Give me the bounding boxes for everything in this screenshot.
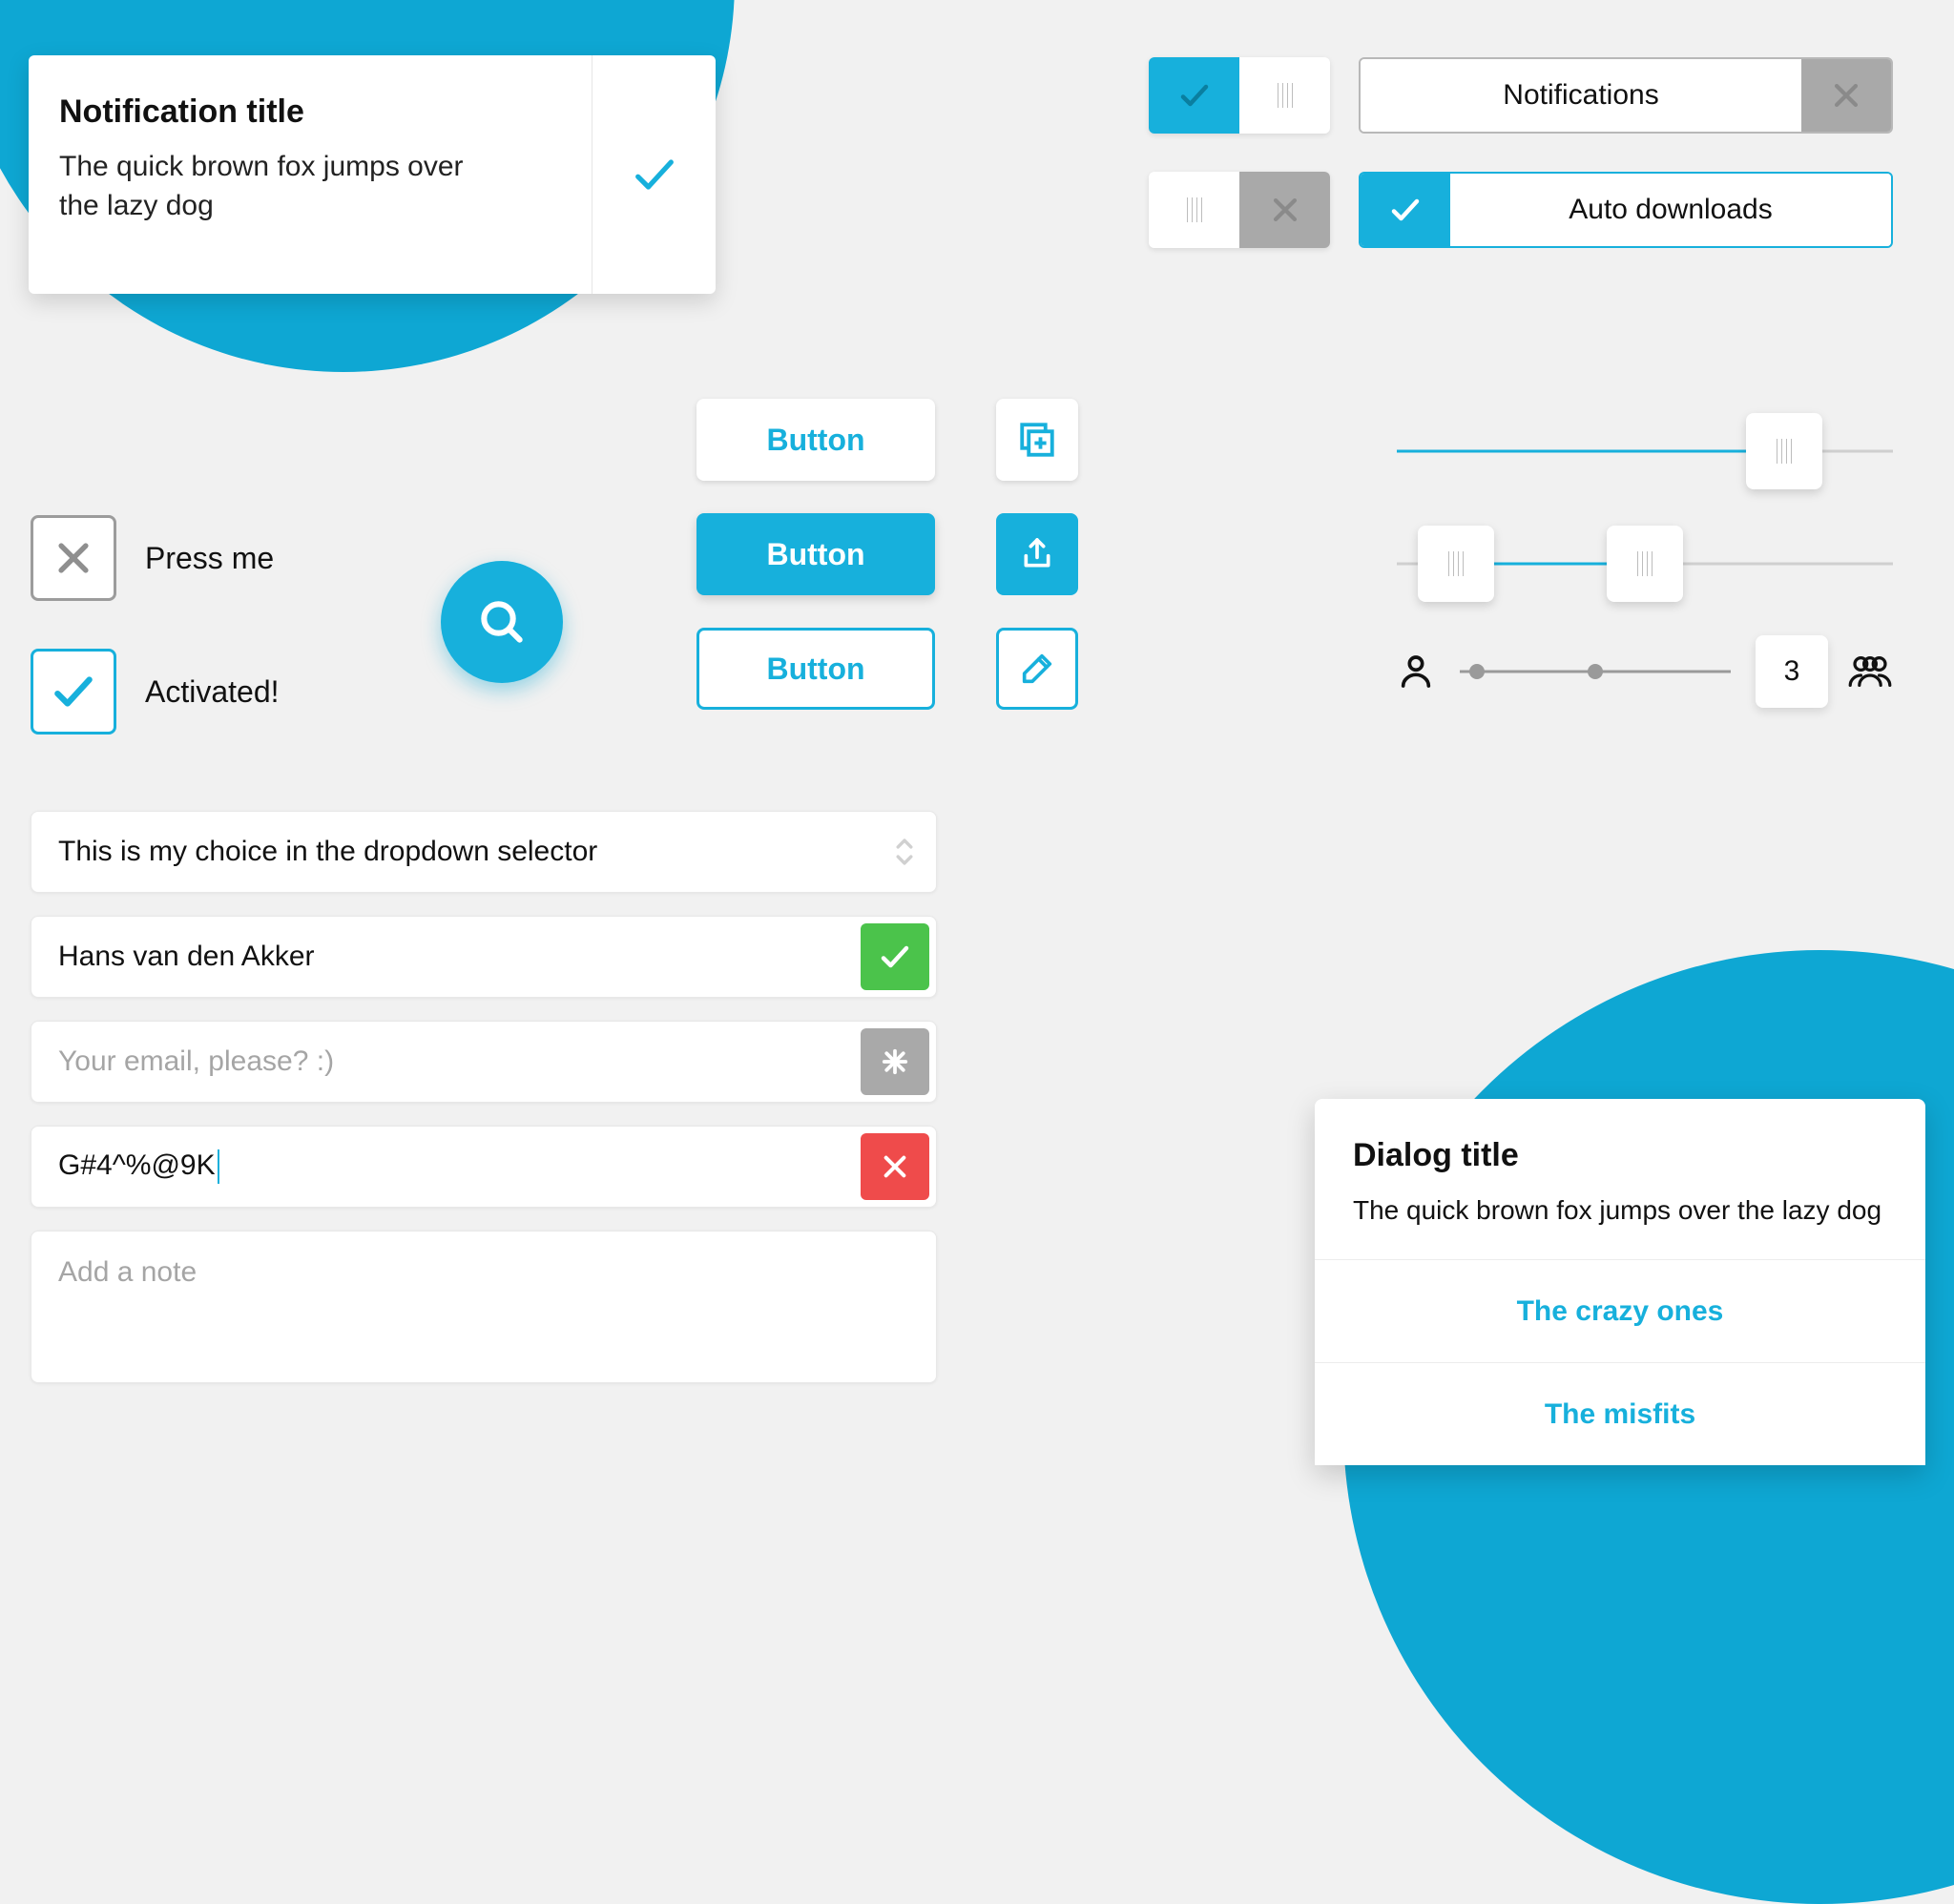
people-group-icon bbox=[1847, 652, 1893, 691]
name-field[interactable]: Hans van den Akker bbox=[31, 916, 937, 998]
search-fab[interactable] bbox=[441, 561, 563, 683]
people-count: 3 bbox=[1756, 635, 1828, 708]
text-caret bbox=[218, 1149, 219, 1184]
stepper-chevrons-icon bbox=[894, 836, 915, 868]
grip-icon bbox=[1777, 439, 1792, 464]
dialog: Dialog title The quick brown fox jumps o… bbox=[1315, 1099, 1925, 1465]
close-icon bbox=[52, 537, 94, 579]
person-icon bbox=[1397, 652, 1435, 691]
pill-label: Auto downloads bbox=[1450, 174, 1891, 246]
slider-single[interactable] bbox=[1397, 410, 1893, 492]
close-icon bbox=[1830, 79, 1862, 112]
dialog-body: The quick brown fox jumps over the lazy … bbox=[1353, 1191, 1887, 1229]
slider-knob-high[interactable] bbox=[1607, 526, 1683, 602]
slider-dot bbox=[1588, 664, 1603, 679]
search-icon bbox=[475, 595, 529, 649]
checkbox-unchecked[interactable] bbox=[31, 515, 116, 601]
button-flat[interactable]: Button bbox=[696, 399, 935, 481]
notification-title: Notification title bbox=[59, 93, 561, 131]
button-filled[interactable]: Button bbox=[696, 513, 935, 595]
people-slider[interactable]: 3 bbox=[1397, 635, 1893, 708]
edit-button[interactable] bbox=[996, 628, 1078, 710]
close-icon bbox=[1269, 194, 1301, 226]
pill-label: Notifications bbox=[1361, 59, 1801, 132]
password-value: G#4^%@9K bbox=[58, 1149, 909, 1184]
note-placeholder: Add a note bbox=[58, 1256, 909, 1289]
check-icon bbox=[878, 940, 912, 974]
check-icon bbox=[50, 668, 97, 715]
share-button[interactable] bbox=[996, 513, 1078, 595]
notification-confirm[interactable] bbox=[592, 55, 716, 294]
pill-autodownloads[interactable]: Auto downloads bbox=[1359, 172, 1893, 248]
email-field[interactable]: Your email, please? :) bbox=[31, 1021, 937, 1103]
field-required-button bbox=[861, 1028, 929, 1095]
button-label: Button bbox=[766, 652, 864, 687]
share-icon bbox=[1018, 535, 1056, 573]
edit-icon bbox=[1018, 650, 1056, 688]
field-clear-button[interactable] bbox=[861, 1133, 929, 1200]
checkbox-label: Press me bbox=[145, 541, 274, 576]
asterisk-icon bbox=[881, 1047, 909, 1076]
password-field[interactable]: G#4^%@9K bbox=[31, 1126, 937, 1208]
button-label: Button bbox=[766, 537, 864, 572]
dialog-option-2[interactable]: The misfits bbox=[1315, 1362, 1925, 1465]
pill-notifications[interactable]: Notifications bbox=[1359, 57, 1893, 134]
field-valid-button[interactable] bbox=[861, 923, 929, 990]
grip-icon bbox=[1278, 83, 1293, 108]
slider-dot bbox=[1469, 664, 1485, 679]
close-icon bbox=[880, 1151, 910, 1182]
dropdown-field[interactable]: This is my choice in the dropdown select… bbox=[31, 811, 937, 893]
dropdown-value: This is my choice in the dropdown select… bbox=[58, 836, 909, 868]
toggle-autodownloads[interactable] bbox=[1149, 172, 1330, 248]
slider-knob[interactable] bbox=[1746, 413, 1822, 489]
notification-card: Notification title The quick brown fox j… bbox=[29, 55, 716, 294]
check-icon bbox=[630, 150, 679, 199]
checkbox-checked[interactable] bbox=[31, 649, 116, 735]
dialog-option-1[interactable]: The crazy ones bbox=[1315, 1259, 1925, 1362]
copy-add-button[interactable] bbox=[996, 399, 1078, 481]
dialog-title: Dialog title bbox=[1353, 1137, 1887, 1174]
email-placeholder: Your email, please? :) bbox=[58, 1045, 909, 1078]
checkbox-label: Activated! bbox=[145, 674, 280, 710]
grip-icon bbox=[1448, 551, 1464, 576]
check-icon bbox=[1388, 193, 1423, 227]
button-outline[interactable]: Button bbox=[696, 628, 935, 710]
check-icon bbox=[1177, 78, 1212, 113]
grip-icon bbox=[1637, 551, 1653, 576]
note-field[interactable]: Add a note bbox=[31, 1231, 937, 1383]
slider-knob-low[interactable] bbox=[1418, 526, 1494, 602]
copy-add-icon bbox=[1017, 420, 1057, 460]
notification-body: The quick brown fox jumps over the lazy … bbox=[59, 148, 498, 225]
button-label: Button bbox=[766, 423, 864, 458]
grip-icon bbox=[1187, 197, 1202, 222]
toggle-notifications[interactable] bbox=[1149, 57, 1330, 134]
name-value: Hans van den Akker bbox=[58, 941, 909, 973]
slider-range[interactable] bbox=[1397, 523, 1893, 605]
